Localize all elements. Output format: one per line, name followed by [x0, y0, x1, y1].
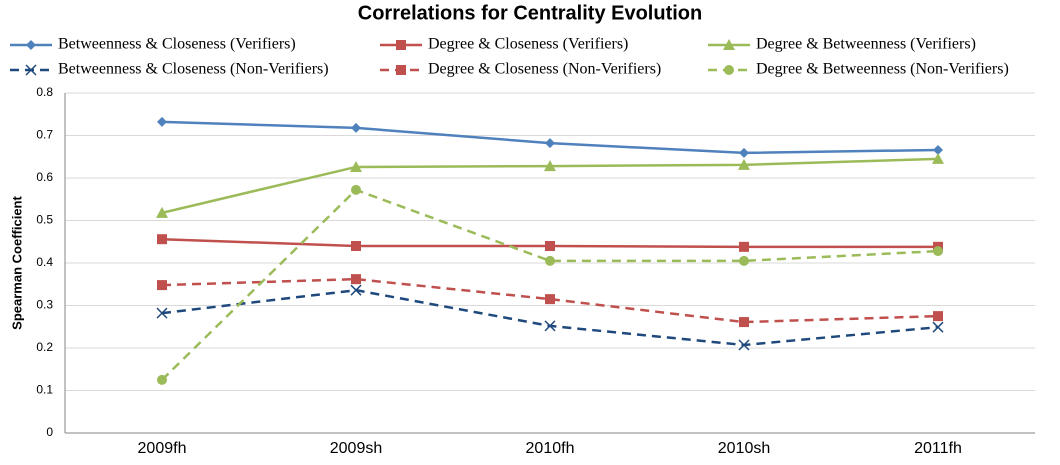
y-tick-label: 0.2: [36, 340, 53, 354]
marker: [739, 317, 749, 328]
legend-label: Degree & Closeness (Verifiers): [428, 36, 628, 53]
y-tick-label: 0.5: [36, 213, 53, 227]
marker: [351, 122, 361, 133]
marker: [545, 255, 555, 266]
series-line: [161, 188, 939, 381]
marker: [157, 374, 167, 385]
legend-label: Betweenness & Closeness (Verifiers): [58, 36, 296, 53]
marker: [724, 65, 734, 75]
marker: [544, 160, 556, 172]
marker: [933, 311, 943, 322]
marker: [351, 241, 361, 251]
marker: [350, 160, 362, 172]
marker: [25, 64, 37, 76]
marker: [932, 321, 944, 333]
marker: [156, 307, 168, 319]
marker: [351, 184, 361, 195]
marker: [157, 116, 167, 127]
y-tick-label: 0.3: [36, 298, 53, 312]
chart-title: Correlations for Centrality Evolution: [358, 2, 702, 24]
x-tick-label: 2010sh: [718, 440, 771, 457]
marker: [26, 40, 36, 50]
legend-label: Degree & Closeness (Non-Verifiers): [428, 61, 661, 78]
series-line: [161, 277, 939, 324]
legend-label: Betweenness & Closeness (Non-Verifiers): [58, 61, 329, 78]
marker: [739, 147, 749, 158]
x-tick-label: 2010fh: [526, 440, 575, 457]
marker: [545, 241, 555, 251]
marker: [933, 246, 943, 257]
y-axis-label: Spearman Coefficient: [9, 196, 24, 330]
y-tick-label: 0.8: [36, 85, 53, 99]
marker: [156, 206, 168, 218]
legend: Betweenness & Closeness (Verifiers) Degre…: [10, 36, 1009, 78]
marker: [396, 65, 406, 75]
y-tick-label: 0: [46, 425, 53, 439]
y-tick-label: 0.4: [36, 255, 53, 269]
marker: [723, 39, 735, 50]
marker: [545, 294, 555, 305]
y-tick-label: 0.6: [36, 170, 53, 184]
y-tick-label: 0.7: [36, 128, 53, 142]
marker: [350, 284, 362, 296]
x-tick-label: 2009fh: [138, 440, 187, 457]
marker: [739, 241, 749, 252]
marker: [157, 280, 167, 291]
marker: [738, 339, 750, 351]
marker: [739, 255, 749, 266]
marker: [351, 274, 361, 285]
legend-label: Degree & Betweenness (Verifiers): [756, 36, 976, 53]
legend-label: Degree & Betweenness (Non-Verifiers): [756, 61, 1009, 78]
y-tick-label: 0.1: [36, 383, 53, 397]
x-tick-label: 2009sh: [330, 440, 383, 457]
marker: [545, 138, 555, 149]
marker: [157, 234, 167, 245]
marker: [738, 158, 750, 170]
marker: [932, 152, 944, 164]
x-tick-label: 2011fh: [914, 440, 962, 457]
marker: [396, 40, 406, 50]
marker: [544, 320, 556, 332]
series-line: [161, 120, 939, 155]
marker: [933, 144, 943, 155]
